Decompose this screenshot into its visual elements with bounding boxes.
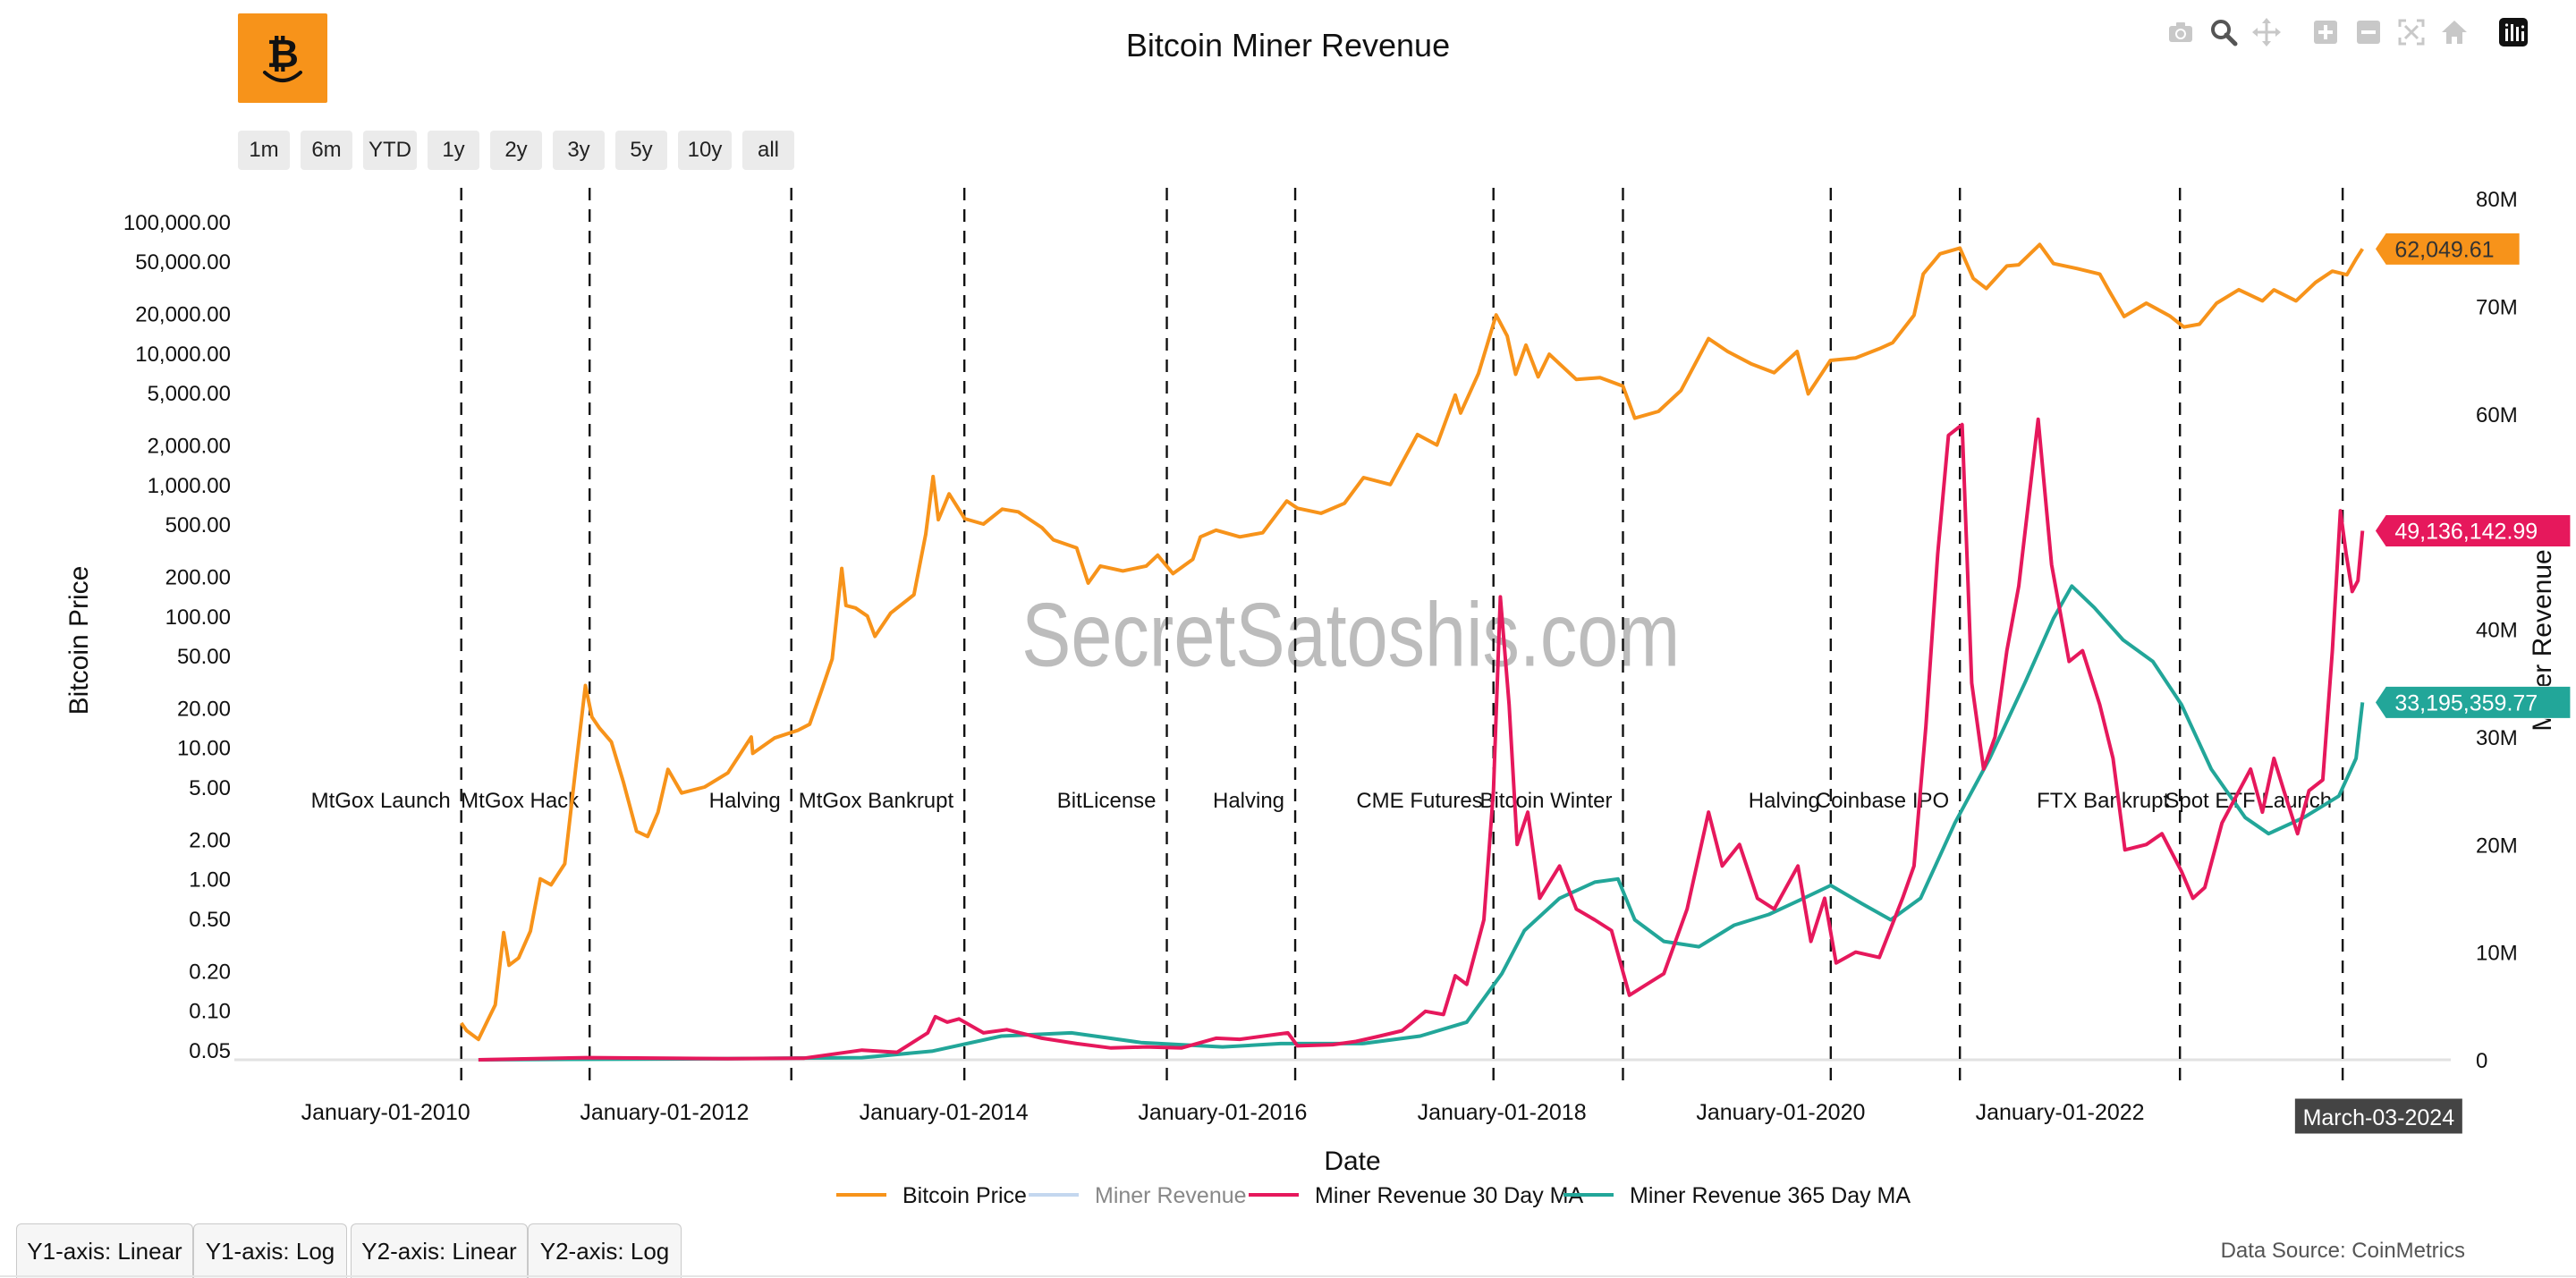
hover-label-box [2374,232,2521,266]
event-label: Halving [1749,789,1820,813]
y1-tick-label: 200.00 [165,566,231,590]
y1-tick-label: 1.00 [189,868,231,893]
miner-revenue-30d-ma-line [478,417,2365,1062]
x-tick-label: January-01-2018 [1418,1100,1587,1125]
y1-tick-label: 0.20 [189,960,231,984]
y1-tick-label: 20,000.00 [135,303,231,327]
y2-linear-button[interactable]: Y2-axis: Linear [351,1223,528,1278]
y1-tick-label: 0.50 [189,908,231,932]
y2-tick-label: 20M [2476,834,2518,858]
event-label: MtGox Hack [461,789,580,813]
x-tick-label: January-01-2012 [580,1100,749,1125]
y1-tick-label: 5.00 [189,776,231,800]
y1-axis-title: Bitcoin Price [64,566,94,715]
y1-tick-label: 50,000.00 [135,250,231,275]
range-button-1y[interactable]: 1y [428,131,479,170]
hover-label-box [2374,685,2572,719]
svg-text:₿: ₿ [267,32,299,76]
event-label: Halving [1213,789,1284,813]
bitcoin-smiley-logo-icon: ₿ [263,32,302,82]
range-button-ytd[interactable]: YTD [363,131,417,170]
hover-label-box [2374,514,2572,548]
y2-tick-label: 10M [2476,942,2518,966]
range-button-1m[interactable]: 1m [238,131,290,170]
range-button-5y[interactable]: 5y [615,131,667,170]
y1-linear-button[interactable]: Y1-axis: Linear [16,1223,193,1278]
y1-tick-label: 1,000.00 [148,474,231,498]
ma30-last-value: 49,136,142.99 [2394,520,2538,545]
event-label: CME Futures [1356,789,1482,813]
data-source-note: Data Source: CoinMetrics [2220,1239,2465,1263]
legend-item-miner-revenue-30d-ma: Miner Revenue 30 Day MA [1315,1183,1583,1208]
y1-tick-label: 50.00 [177,645,231,669]
event-label: MtGox Bankrupt [799,789,954,813]
chart-title: Bitcoin Miner Revenue [1125,27,1451,63]
y1-tick-label: 2,000.00 [148,435,231,459]
secret-satoshis-logo: ₿ [238,13,327,103]
x-hover-label: March-03-2024 [2303,1105,2455,1130]
x-tick-label: January-01-2016 [1138,1100,1307,1125]
chart-canvas[interactable]: SecretSatoshis.com MtGox Launch MtGox Hack… [0,0,2576,1216]
range-button-all[interactable]: all [742,131,794,170]
y1-tick-label: 100,000.00 [123,211,231,235]
y1-tick-label: 10,000.00 [135,343,231,367]
y1-tick-label: 2.00 [189,828,231,852]
zoom-out-icon[interactable] [2352,16,2385,48]
event-label: FTX Bankrupt [2037,789,2169,813]
y1-tick-label: 100.00 [165,605,231,630]
autoscale-icon[interactable] [2395,16,2428,48]
bitcoin-price-last-value: 62,049.61 [2394,237,2494,262]
legend-item-miner-revenue: Miner Revenue [1095,1183,1247,1208]
ma365-last-value: 33,195,359.77 [2394,690,2538,715]
event-label: BitLicense [1057,789,1157,813]
event-label: Coinbase IPO [1816,789,1949,813]
range-button-3y[interactable]: 3y [553,131,605,170]
x-axis-title: Date [1324,1147,1380,1176]
y1-tick-label: 5,000.00 [148,382,231,406]
home-icon[interactable] [2438,16,2470,48]
y2-tick-label: 60M [2476,403,2518,427]
event-label: Halving [709,789,781,813]
y2-tick-label: 80M [2476,188,2518,212]
y1-tick-label: 500.00 [165,513,231,537]
y2-log-button[interactable]: Y2-axis: Log [528,1223,682,1278]
camera-icon[interactable] [2165,16,2197,48]
x-tick-label: January-01-2020 [1696,1100,1865,1125]
pan-icon[interactable] [2250,16,2283,48]
y2-tick-label: 40M [2476,619,2518,643]
bitcoin-price-line [460,242,2364,1042]
y2-tick-label: 0 [2476,1049,2487,1073]
y1-log-button[interactable]: Y1-axis: Log [193,1223,347,1278]
y1-tick-label: 0.05 [189,1039,231,1063]
y1-tick-label: 20.00 [177,697,231,721]
zoom-in-icon[interactable] [2309,16,2342,48]
x-tick-label: January-01-2022 [1976,1100,2145,1125]
miner-revenue-365d-ma-line [478,584,2365,1062]
range-button-6m[interactable]: 6m [301,131,352,170]
y2-tick-label: 70M [2476,295,2518,319]
zoom-icon[interactable] [2207,16,2240,48]
event-label: MtGox Launch [311,789,451,813]
plotly-logo-icon[interactable] [2497,16,2529,48]
page-bottom-border [0,1275,2576,1277]
x-hover-label-box [2293,1097,2463,1135]
event-label: Bitcoin Winter [1479,789,1612,813]
y2-tick-label: 30M [2476,726,2518,750]
x-tick-label: January-01-2014 [860,1100,1029,1125]
range-button-10y[interactable]: 10y [678,131,732,170]
legend-item-bitcoin-price: Bitcoin Price [902,1183,1027,1208]
x-tick-label: January-01-2010 [301,1100,470,1125]
legend-item-miner-revenue-365d-ma: Miner Revenue 365 Day MA [1630,1183,1911,1208]
watermark-text: SecretSatoshis.com [1021,584,1680,686]
y1-tick-label: 10.00 [177,737,231,761]
y1-tick-label: 0.10 [189,1000,231,1024]
range-button-2y[interactable]: 2y [490,131,542,170]
